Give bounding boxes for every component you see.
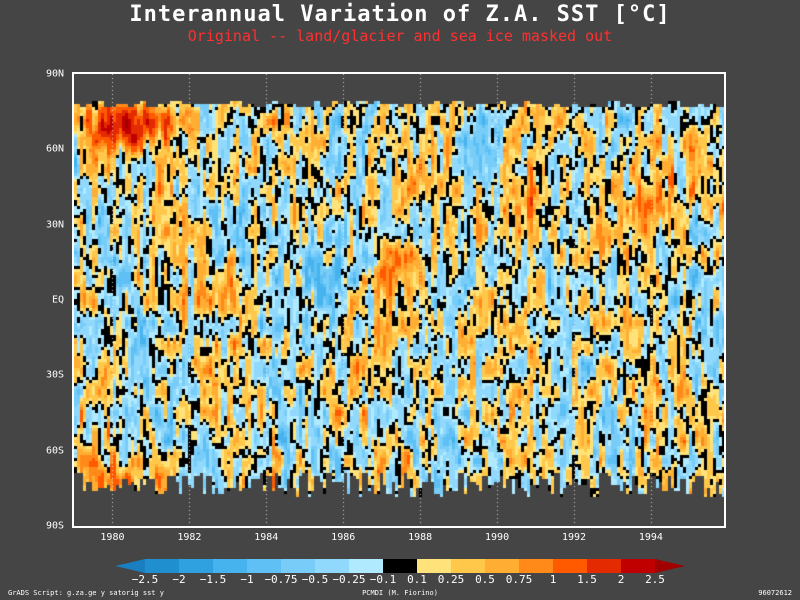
colorbar-under-arrow: [115, 559, 145, 573]
colorbar-label: 2.5: [645, 573, 665, 586]
colorbar-swatch: [383, 559, 418, 573]
footer-right: 96072612: [758, 589, 792, 597]
colorbar-label: 1.5: [577, 573, 597, 586]
colorbar-label: −0.1: [369, 573, 397, 586]
colorbar-swatch: [247, 559, 282, 573]
colorbar-over-arrow: [655, 559, 685, 573]
colorbar-swatch: [451, 559, 486, 573]
colorbar-swatch: [281, 559, 316, 573]
y-tick-label: EQ: [51, 294, 64, 306]
footer-left: GrADS Script: g.za.ge y satorig sst y: [8, 589, 164, 597]
colorbar-swatch: [179, 559, 214, 573]
colorbar-label: −1.5: [199, 573, 227, 586]
x-tick-label: 1986: [331, 532, 356, 543]
chart-subtitle: Original -- land/glacier and sea ice mas…: [187, 27, 613, 45]
colorbar-swatch: [145, 559, 180, 573]
x-tick-label: 1988: [408, 532, 433, 543]
x-tick-label: 1992: [561, 532, 587, 543]
x-tick-label: 1982: [177, 532, 202, 543]
colorbar-label: −2: [172, 573, 186, 586]
colorbar-label: 0.1: [407, 573, 427, 586]
plot-area: [72, 72, 726, 528]
y-tick-label: 30S: [45, 369, 64, 381]
colorbar-swatch: [213, 559, 248, 573]
y-tick-label: 60N: [45, 143, 64, 155]
colorbar-label: −0.25: [332, 573, 366, 586]
sst-heatmap: [74, 74, 724, 526]
chart-title: Interannual Variation of Z.A. SST [°C]: [129, 2, 671, 27]
x-tick-label: 1980: [100, 532, 125, 543]
y-tick-label: 60S: [45, 445, 64, 457]
colorbar-label: −0.5: [301, 573, 329, 586]
colorbar-label: 0.75: [505, 573, 533, 586]
colorbar-label: 0.25: [437, 573, 465, 586]
colorbar-swatch: [349, 559, 384, 573]
x-tick-label: 1990: [485, 532, 510, 543]
colorbar: [115, 559, 685, 573]
colorbar-label: −1: [240, 573, 254, 586]
y-tick-label: 90S: [45, 520, 64, 532]
colorbar-swatch: [621, 559, 656, 573]
footer-center: PCMDI (M. Fiorino): [362, 589, 438, 597]
colorbar-label: −0.75: [264, 573, 298, 586]
y-tick-label: 30N: [45, 219, 64, 231]
colorbar-swatch: [553, 559, 588, 573]
colorbar-label: 2: [617, 573, 625, 586]
x-tick-label: 1994: [638, 532, 663, 543]
colorbar-swatch: [519, 559, 554, 573]
colorbar-swatch: [485, 559, 520, 573]
colorbar-label: −2.5: [131, 573, 159, 586]
colorbar-swatch: [417, 559, 452, 573]
colorbar-swatch: [315, 559, 350, 573]
x-tick-label: 1984: [254, 532, 279, 543]
colorbar-swatch: [587, 559, 622, 573]
colorbar-label: 1: [549, 573, 557, 586]
colorbar-label: 0.5: [475, 573, 495, 586]
y-tick-label: 90N: [45, 68, 64, 80]
